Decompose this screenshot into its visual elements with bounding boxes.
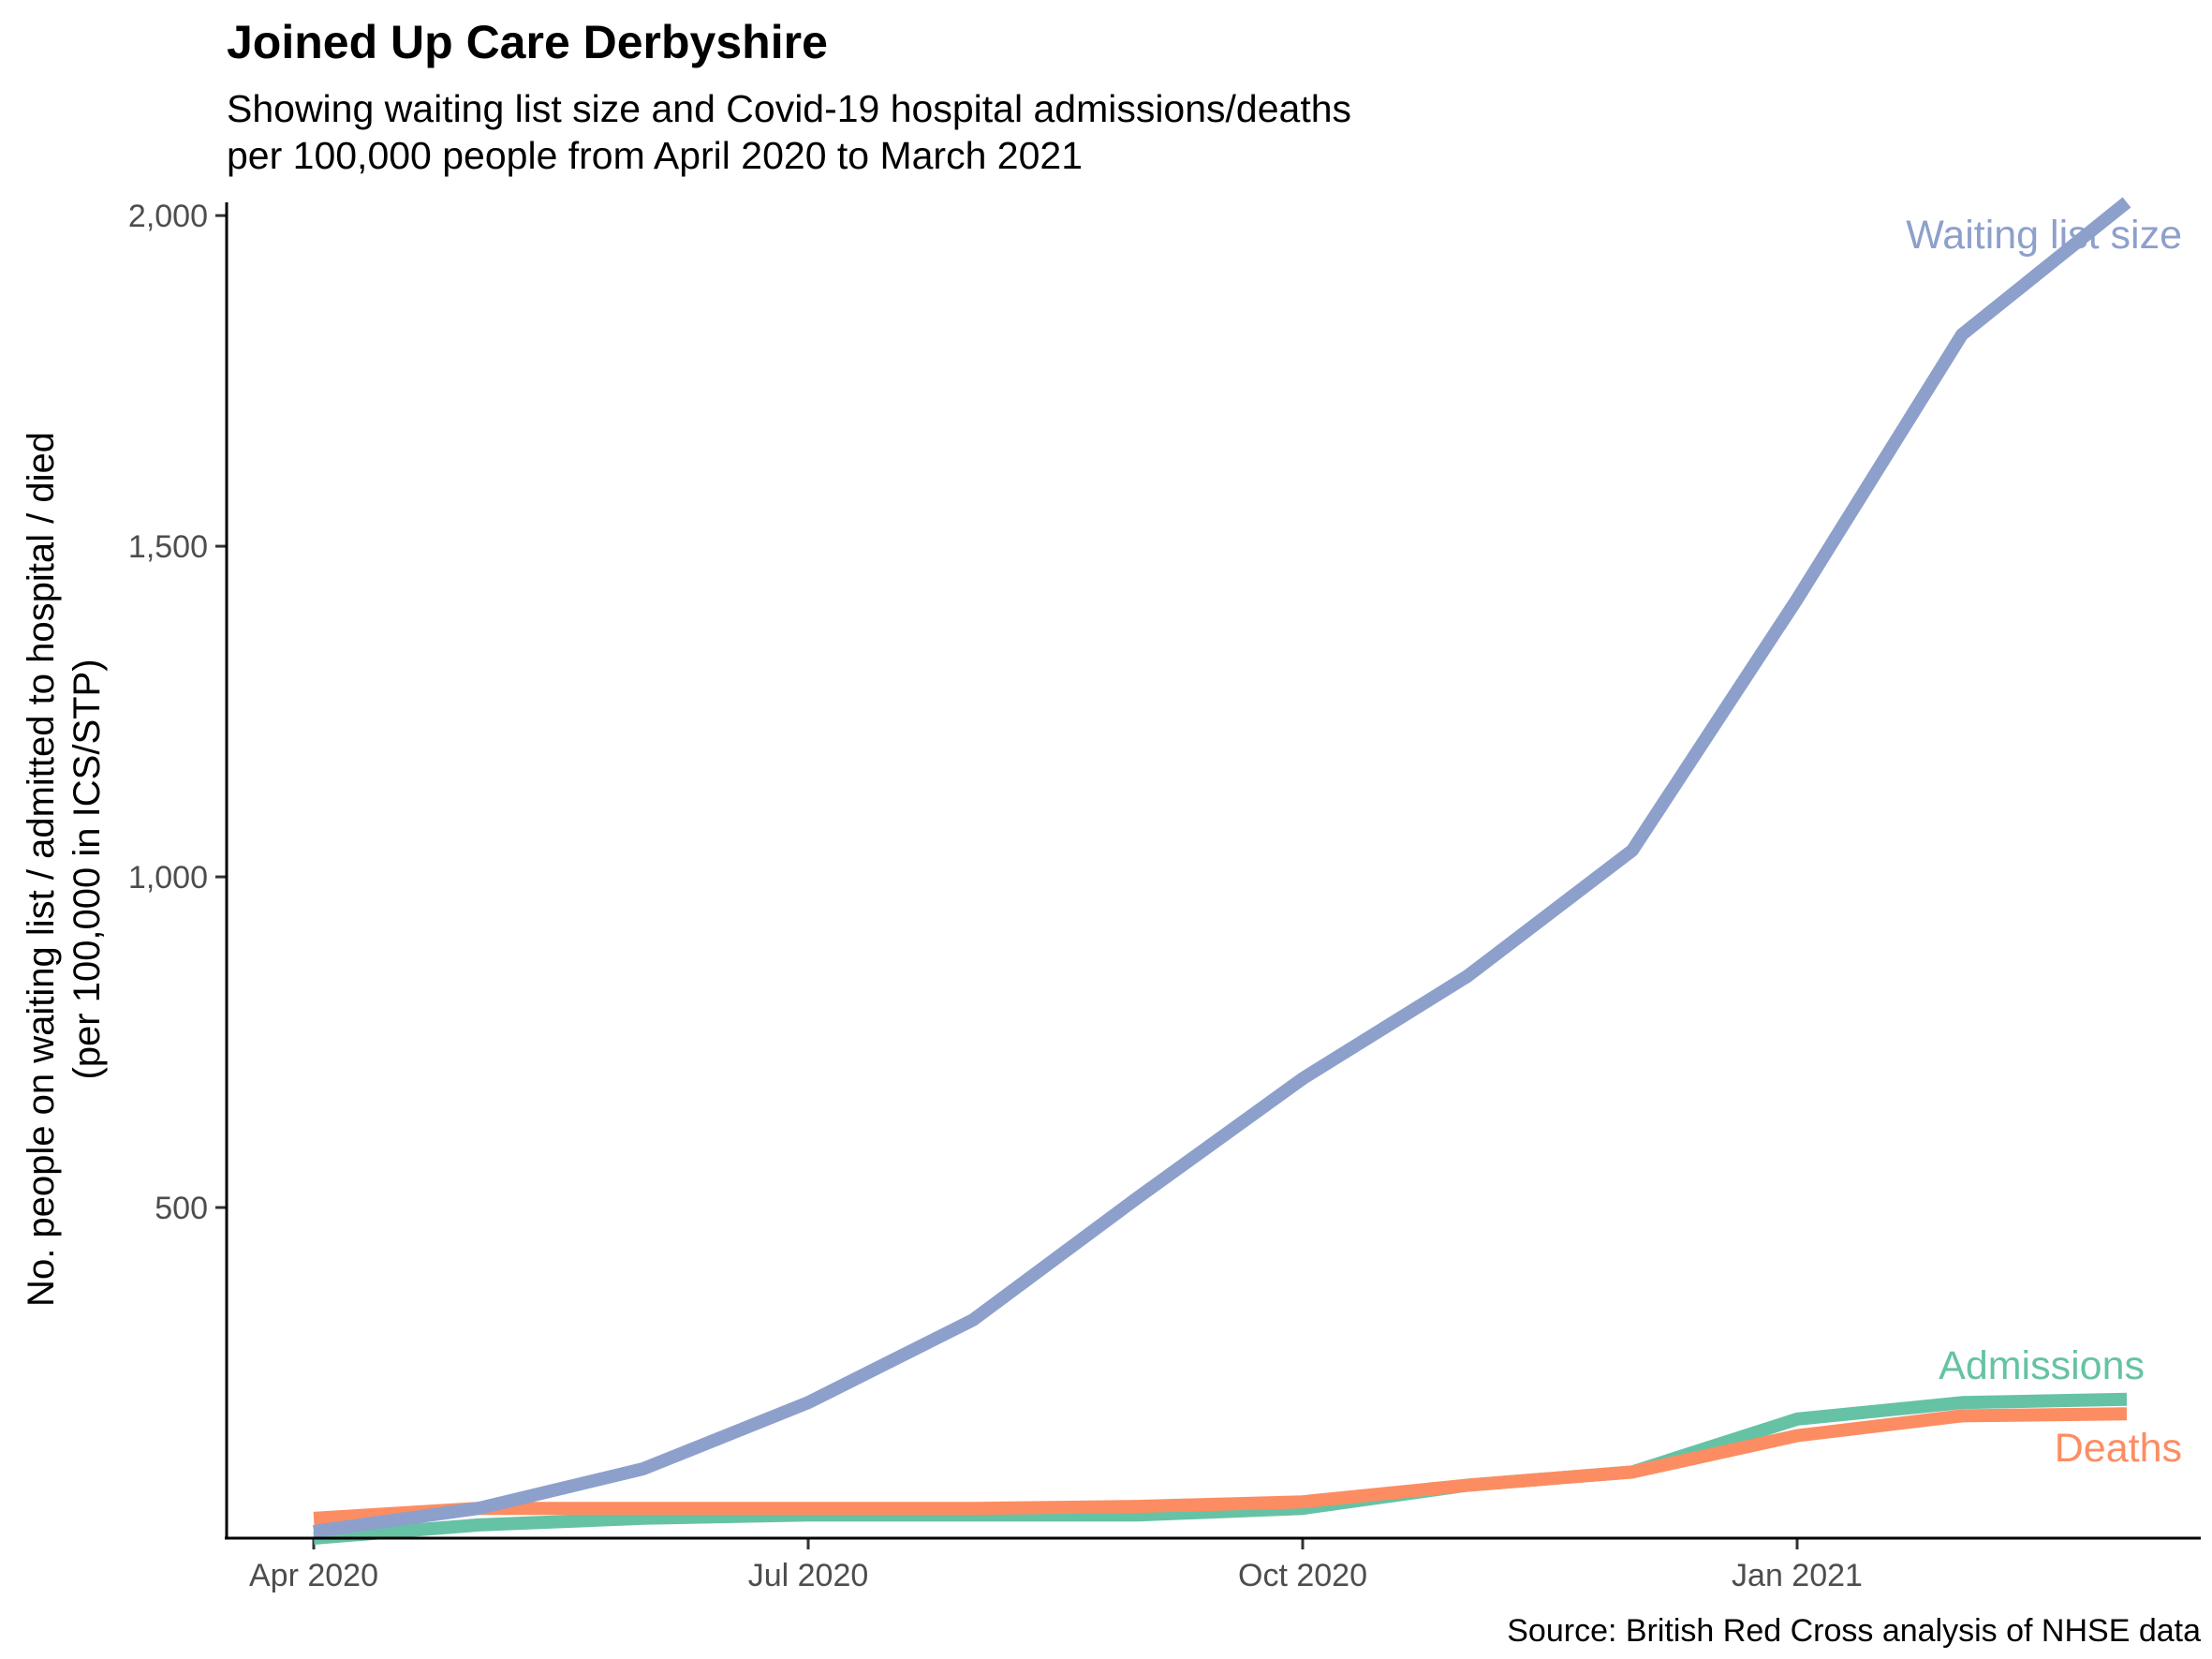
series-lines <box>313 197 2131 1545</box>
chart-subtitle-line-1: Showing waiting list size and Covid-19 h… <box>227 87 1351 130</box>
series-line-admissions <box>313 1392 2128 1545</box>
series-line-deaths <box>313 1407 2128 1525</box>
series-labels: Admissions Deaths Waiting list size <box>1906 213 2182 1471</box>
y-tick-label: 500 <box>155 1191 208 1226</box>
series-line-waiting-list-size <box>313 197 2131 1538</box>
y-axis-label-line-1: No. people on waiting list / admitted to… <box>21 432 62 1307</box>
y-tick-label: 1,000 <box>128 860 208 896</box>
y-axis-label-line-2: (per 100,000 in ICS/STP) <box>66 659 108 1079</box>
y-tick-label: 2,000 <box>128 199 208 234</box>
x-tick-label: Apr 2020 <box>249 1558 378 1593</box>
chart-subtitle-line-2: per 100,000 people from April 2020 to Ma… <box>227 134 1083 177</box>
series-label-admissions: Admissions <box>1939 1343 2145 1388</box>
x-tick-label: Jan 2021 <box>1732 1558 1863 1593</box>
series-label-waiting-list-size: Waiting list size <box>1906 213 2182 258</box>
chart-title: Joined Up Care Derbyshire <box>227 16 828 68</box>
y-tick-label: 1,500 <box>128 529 208 565</box>
series-label-deaths: Deaths <box>2055 1426 2182 1471</box>
x-tick-label: Jul 2020 <box>748 1558 869 1593</box>
chart-caption: Source: British Red Cross analysis of NH… <box>1507 1613 2201 1649</box>
x-tick-label: Oct 2020 <box>1238 1558 1367 1593</box>
y-axis-ticks: 500 1,000 1,500 2,000 <box>128 199 227 1226</box>
x-axis-ticks: Apr 2020 Jul 2020 Oct 2020 Jan 2021 <box>249 1538 1863 1593</box>
